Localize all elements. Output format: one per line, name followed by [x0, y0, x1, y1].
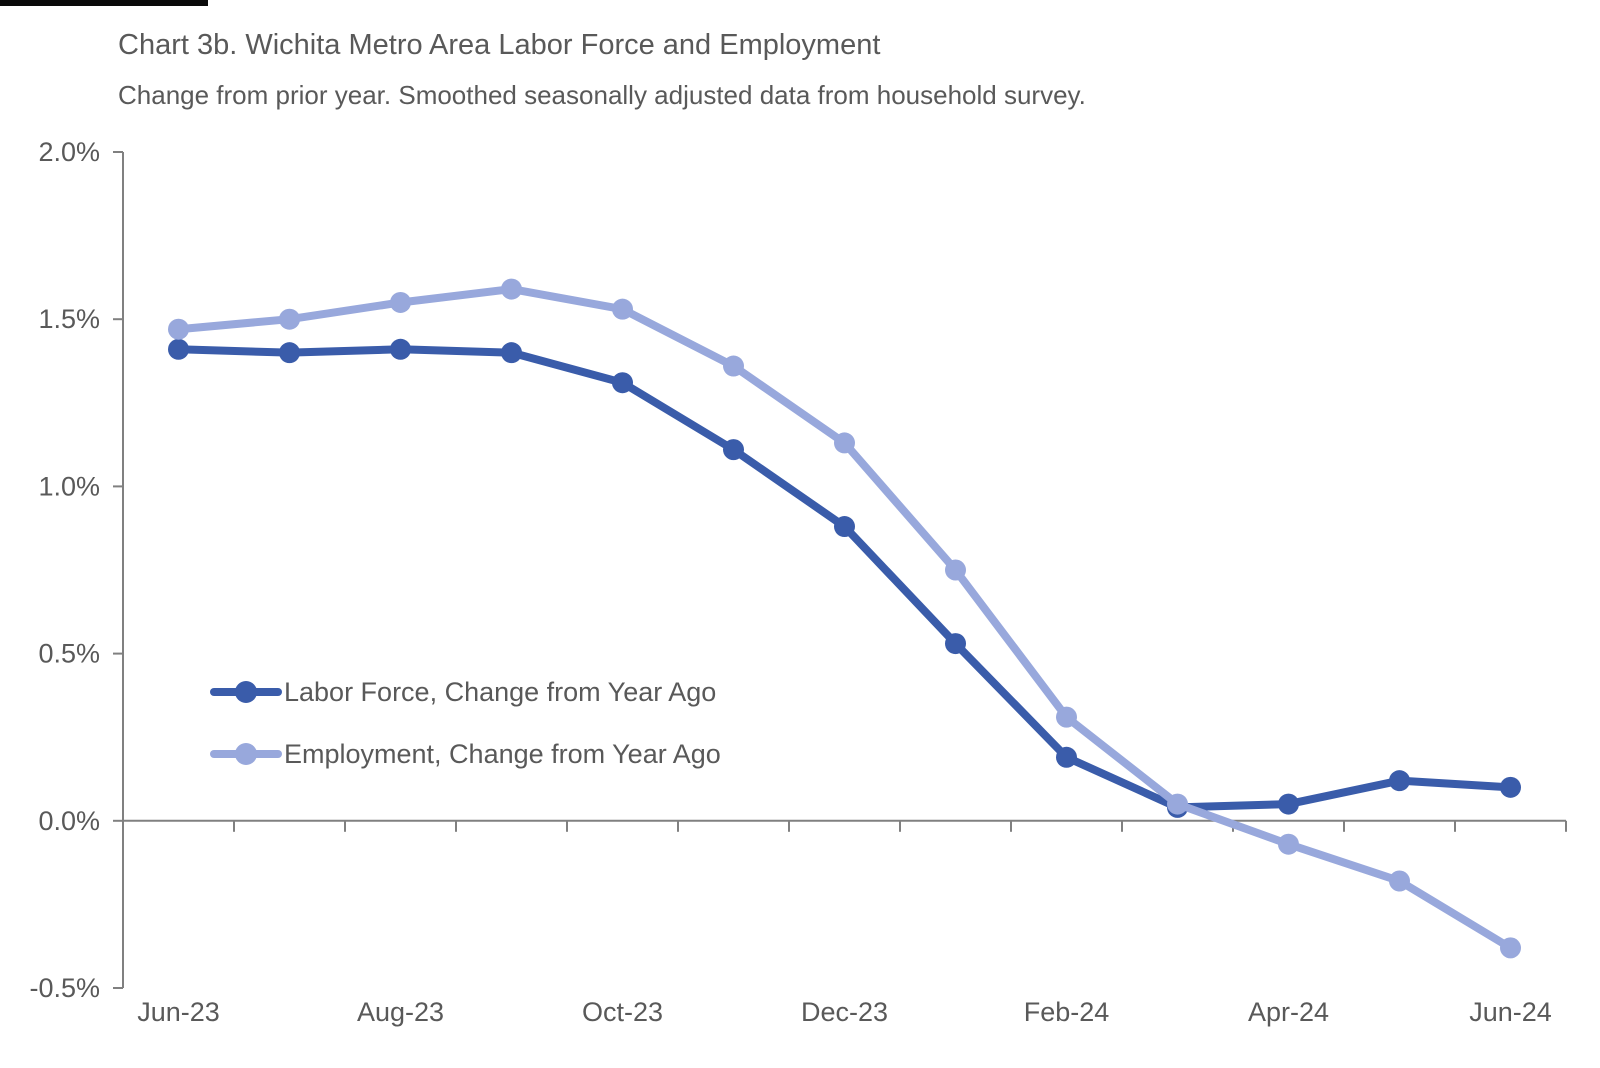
chart-subtitle: Change from prior year. Smoothed seasona…: [118, 80, 1086, 110]
labor-force-point-Apr-24: [1278, 793, 1299, 815]
employment-line: [174, 285, 1515, 952]
top-edge-artifact: [0, 0, 208, 6]
employment-point-Oct-23: [612, 298, 633, 320]
employment-series-marker-icon: [210, 738, 282, 770]
x-axis-tick-label: Oct-23: [582, 997, 663, 1027]
y-axis-tick-label: 2.0%: [38, 137, 100, 167]
y-axis-tick-label: -0.5%: [29, 973, 100, 1003]
employment-point-Jul-23: [279, 308, 300, 330]
labor-force-point-Jun-23: [168, 338, 189, 360]
x-axis-tick-label: Feb-24: [1024, 997, 1110, 1027]
x-axis-tick-label: Dec-23: [801, 997, 888, 1027]
y-axis-tick-label: 1.5%: [38, 304, 100, 334]
labor-force-series-marker-icon: [210, 676, 282, 708]
labor-force-point-Aug-23: [390, 338, 411, 360]
labor-force-point-Jan-24: [945, 633, 966, 655]
employment-point-Feb-24: [1056, 706, 1077, 728]
legend-item-employment: Employment, Change from Year Ago: [210, 738, 721, 770]
employment-point-Sep-23: [501, 278, 522, 300]
employment-point-Jan-24: [945, 559, 966, 581]
labor-force-point-Dec-23: [834, 516, 855, 538]
labor-force-point-Nov-23: [723, 439, 744, 461]
employment-point-Aug-23: [390, 291, 411, 313]
labor-force-point-May-24: [1389, 770, 1410, 792]
x-axis-tick-label: Jun-24: [1469, 997, 1552, 1027]
labor-force-point-Feb-24: [1056, 746, 1077, 768]
chart-title: Chart 3b. Wichita Metro Area Labor Force…: [118, 29, 881, 61]
legend-label-labor-force: Labor Force, Change from Year Ago: [284, 676, 717, 707]
legend-label-employment: Employment, Change from Year Ago: [284, 738, 721, 769]
labor-force-point-Oct-23: [612, 372, 633, 394]
labor-force-point-Jun-24: [1500, 776, 1521, 798]
employment-point-Nov-23: [723, 355, 744, 377]
y-axis-tick-label: 0.5%: [38, 639, 100, 669]
chart-legend: Labor Force, Change from Year Ago Employ…: [210, 676, 721, 770]
employment-point-Jun-24: [1500, 937, 1521, 959]
legend-item-labor-force: Labor Force, Change from Year Ago: [210, 676, 721, 708]
employment-point-Dec-23: [834, 432, 855, 454]
employment-point-Jun-23: [168, 318, 189, 340]
employment-point-Apr-24: [1278, 833, 1299, 855]
x-axis-tick-label: Apr-24: [1248, 997, 1329, 1027]
employment-point-May-24: [1389, 870, 1410, 892]
x-axis-tick-label: Jun-23: [137, 997, 220, 1027]
employment-point-Mar-24: [1167, 793, 1188, 815]
y-axis-tick-label: 0.0%: [38, 806, 100, 836]
labor-force-point-Jul-23: [279, 342, 300, 364]
x-axis-tick-label: Aug-23: [357, 997, 444, 1027]
y-axis-tick-label: 1.0%: [38, 471, 100, 501]
labor-force-point-Sep-23: [501, 342, 522, 364]
